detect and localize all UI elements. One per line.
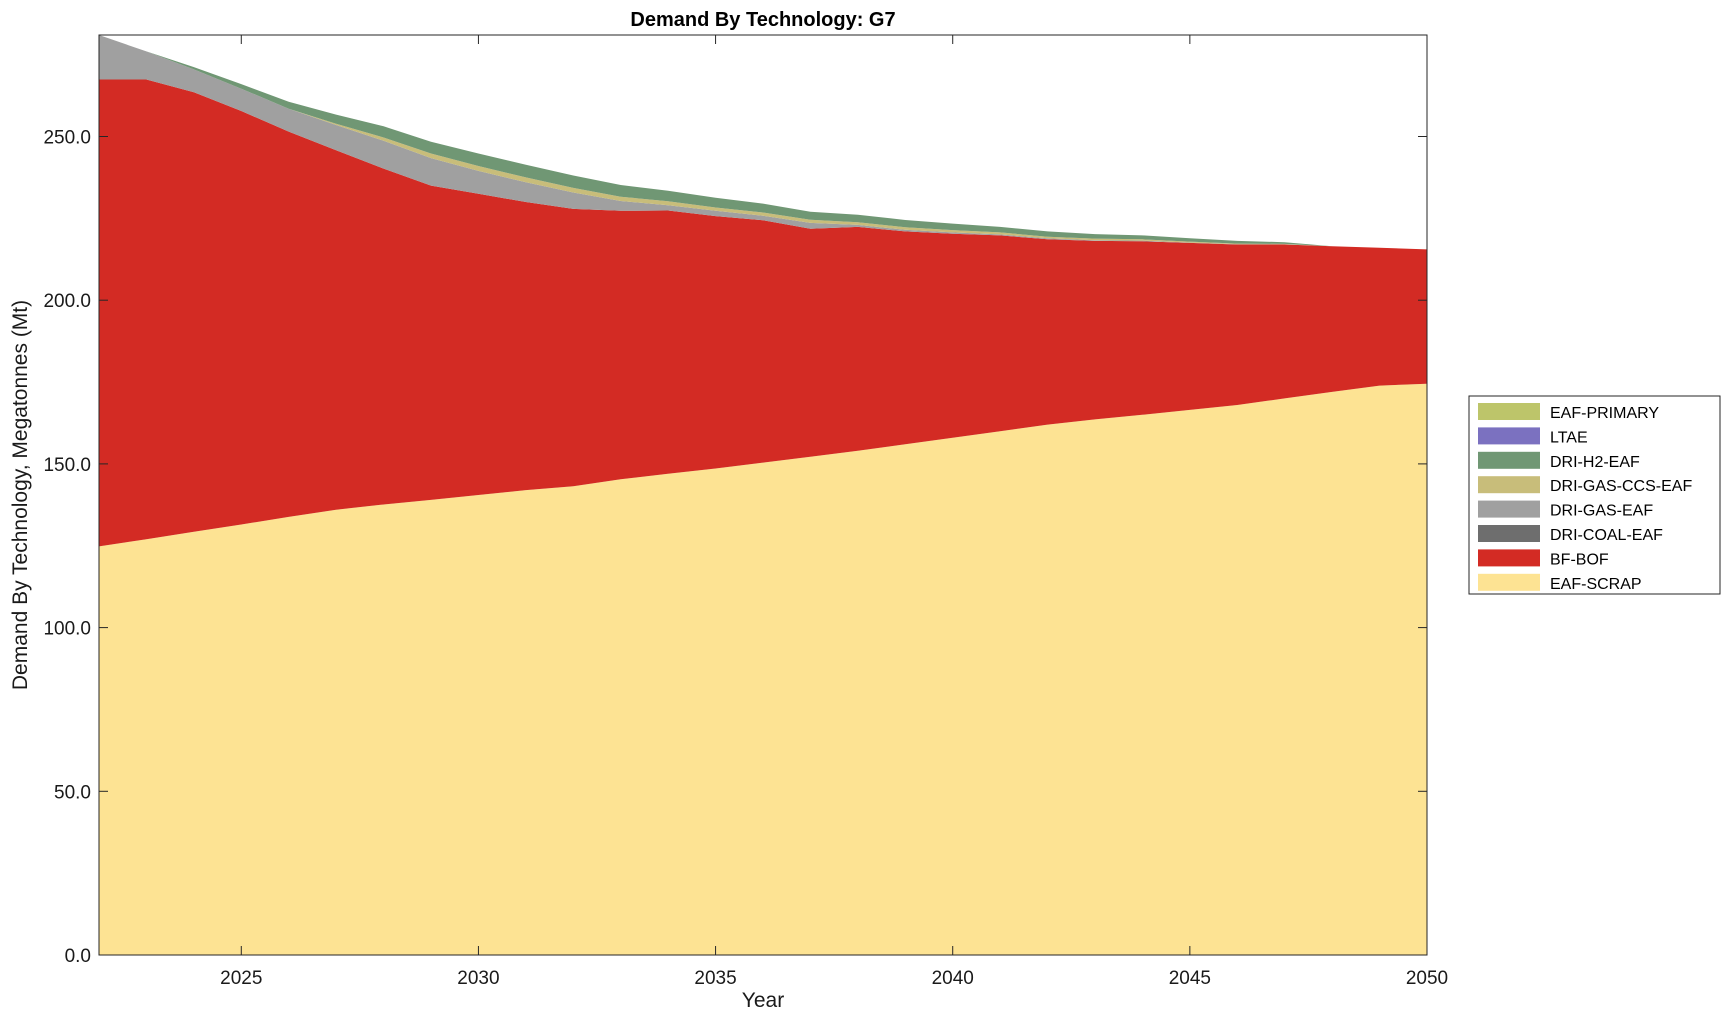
legend-label-dri-gas-ccs-eaf: DRI-GAS-CCS-EAF xyxy=(1550,478,1692,495)
legend-swatch-dri-gas-ccs-eaf xyxy=(1478,476,1540,494)
legend-label-eaf-primary: EAF-PRIMARY xyxy=(1550,405,1659,422)
y-tick-label: 50.0 xyxy=(54,782,91,803)
x-axis: 2025 2030 2035 2040 2045 2050 xyxy=(220,35,1448,989)
legend: EAF-PRIMARY LTAE DRI-H2-EAF DRI-GAS-CCS-EAF… xyxy=(1468,395,1721,595)
y-tick-label: 250.0 xyxy=(43,127,91,148)
legend-swatch-bf-bof xyxy=(1478,549,1540,567)
legend-swatch-dri-h2-eaf xyxy=(1478,451,1540,469)
x-tick-label: 2030 xyxy=(457,968,499,989)
area-dri-h2-eaf xyxy=(99,35,1427,250)
x-tick-label: 2050 xyxy=(1406,968,1448,989)
y-tick-label: 0.0 xyxy=(65,946,91,967)
legend-swatch-eaf-primary xyxy=(1478,403,1540,420)
legend-label-dri-gas-eaf: DRI-GAS-EAF xyxy=(1550,503,1653,520)
y-tick-label: 200.0 xyxy=(43,291,91,312)
area-dri-gas-eaf xyxy=(99,35,1427,250)
area-eaf-scrap xyxy=(99,383,1427,955)
legend-swatch-eaf-scrap xyxy=(1478,573,1540,591)
legend-label-ltae: LTAE xyxy=(1550,429,1588,446)
legend-swatch-ltae xyxy=(1478,427,1540,445)
x-axis-label: Year xyxy=(742,989,784,1012)
legend-swatch-dri-gas-eaf xyxy=(1478,500,1540,518)
area-bf-bof xyxy=(99,79,1427,547)
y-axis: 0.0 50.0 100.0 150.0 200.0 250.0 xyxy=(43,127,1427,967)
y-tick-label: 100.0 xyxy=(43,619,91,640)
chart-title: Demand By Technology: G7 xyxy=(630,9,895,31)
x-tick-label: 2035 xyxy=(694,968,736,989)
legend-label-dri-h2-eaf: DRI-H2-EAF xyxy=(1550,454,1640,471)
x-tick-label: 2025 xyxy=(220,968,262,989)
y-tick-label: 150.0 xyxy=(43,455,91,476)
y-axis-label: Demand By Technology, Megatonnes (Mt) xyxy=(9,300,32,690)
series-areas xyxy=(99,35,1427,955)
x-tick-label: 2045 xyxy=(1169,968,1211,989)
legend-label-eaf-scrap: EAF-SCRAP xyxy=(1550,576,1642,593)
plot-frame xyxy=(98,34,1428,956)
legend-label-bf-bof: BF-BOF xyxy=(1550,551,1609,568)
legend-label-dri-coal-eaf: DRI-COAL-EAF xyxy=(1550,527,1663,544)
x-tick-label: 2040 xyxy=(932,968,974,989)
legend-swatch-dri-coal-eaf xyxy=(1478,525,1540,542)
